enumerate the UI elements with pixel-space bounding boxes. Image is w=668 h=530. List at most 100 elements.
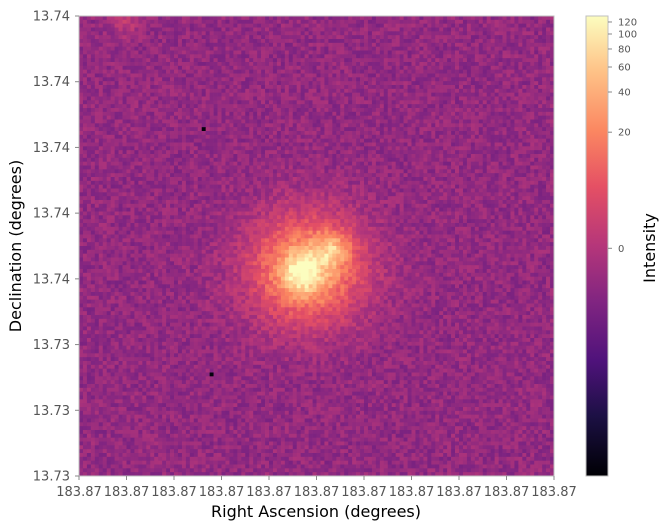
heatmap-cell: [229, 58, 234, 63]
heatmap-cell: [288, 119, 294, 124]
heatmap-cell: [395, 96, 400, 101]
heatmap-cell: [213, 123, 218, 128]
heatmap-cell: [209, 142, 214, 147]
heatmap-cell: [360, 150, 365, 155]
heatmap-cell: [474, 27, 480, 32]
heatmap-cell: [134, 19, 139, 25]
heatmap-cell: [292, 115, 298, 120]
heatmap-cell: [391, 31, 397, 36]
heatmap-cell: [482, 69, 488, 74]
heatmap-cell: [470, 131, 476, 136]
heatmap-cell: [447, 81, 452, 86]
heatmap-cell: [300, 92, 305, 97]
heatmap-cell: [265, 165, 270, 170]
heatmap-cell: [490, 131, 495, 136]
heatmap-cell: [470, 39, 476, 44]
heatmap-cell: [364, 119, 369, 124]
heatmap-cell: [201, 58, 207, 63]
heatmap-cell: [261, 161, 266, 166]
heatmap-cell: [387, 104, 393, 109]
heatmap-cell: [118, 69, 123, 74]
heatmap-cell: [490, 115, 495, 120]
heatmap-cell: [348, 127, 353, 132]
heatmap-cell: [177, 169, 183, 174]
heatmap-cell: [170, 35, 175, 40]
heatmap-cell: [126, 100, 131, 105]
heatmap-cell: [237, 42, 242, 48]
heatmap-cell: [142, 39, 147, 44]
heatmap-cell: [269, 157, 274, 163]
heatmap-cell: [221, 92, 226, 97]
heatmap-cell: [427, 16, 432, 21]
heatmap-cell: [494, 169, 499, 174]
heatmap-cell: [415, 150, 420, 155]
heatmap-cell: [399, 69, 404, 74]
heatmap-cell: [225, 127, 230, 132]
heatmap-cell: [336, 115, 341, 120]
heatmap-cell: [324, 69, 329, 74]
heatmap-cell: [82, 142, 88, 147]
heatmap-cell: [375, 96, 381, 101]
heatmap-cell: [229, 46, 234, 51]
heatmap-cell: [447, 62, 452, 67]
heatmap-cell: [490, 119, 495, 124]
heatmap-cell: [134, 134, 139, 140]
heatmap-cell: [423, 35, 428, 40]
heatmap-cell: [371, 138, 377, 143]
heatmap-cell: [439, 16, 444, 21]
heatmap-cell: [534, 146, 539, 151]
heatmap-cell: [522, 161, 527, 166]
heatmap-cell: [134, 65, 139, 71]
heatmap-cell: [324, 23, 329, 28]
heatmap-cell: [225, 27, 230, 32]
heatmap-cell: [138, 127, 143, 132]
heatmap-cell: [292, 69, 298, 74]
heatmap-cell: [542, 165, 547, 170]
heatmap-cell: [237, 169, 242, 174]
heatmap-cell: [360, 157, 365, 163]
heatmap-cell: [229, 39, 234, 44]
heatmap-cell: [265, 42, 270, 48]
heatmap-cell: [494, 108, 499, 113]
heatmap-cell: [399, 35, 404, 40]
heatmap-cell: [221, 131, 226, 136]
heatmap-cell: [506, 65, 511, 71]
heatmap-cell: [451, 16, 456, 21]
heatmap-cell: [316, 31, 321, 36]
heatmap-cell: [538, 77, 543, 82]
heatmap-cell: [367, 19, 373, 25]
heatmap-cell: [470, 92, 476, 97]
heatmap-cell: [181, 31, 187, 36]
heatmap-cell: [546, 165, 551, 170]
heatmap-cell: [237, 154, 242, 159]
heatmap-cell: [466, 31, 472, 36]
heatmap-cell: [403, 19, 408, 25]
heatmap-cell: [229, 88, 234, 94]
heatmap-cell: [360, 42, 365, 48]
heatmap-cell: [102, 138, 108, 143]
heatmap-cell: [257, 173, 262, 178]
heatmap-cell: [269, 31, 274, 36]
heatmap-cell: [253, 73, 258, 78]
heatmap-cell: [265, 27, 270, 32]
heatmap-cell: [506, 35, 511, 40]
heatmap-cell: [502, 39, 507, 44]
heatmap-cell: [225, 169, 230, 174]
heatmap-cell: [225, 31, 230, 36]
heatmap-cell: [367, 23, 373, 28]
heatmap-cell: [249, 81, 254, 86]
heatmap-cell: [534, 142, 539, 147]
heatmap-cell: [486, 150, 492, 155]
heatmap-cell: [478, 127, 484, 132]
heatmap-cell: [146, 173, 151, 178]
heatmap-cell: [233, 19, 238, 25]
heatmap-cell: [538, 39, 543, 44]
heatmap-cell: [288, 77, 294, 82]
heatmap-cell: [142, 23, 147, 28]
heatmap-cell: [308, 23, 313, 28]
heatmap-cell: [470, 96, 476, 101]
heatmap-cell: [459, 85, 464, 90]
heatmap-cell: [249, 85, 254, 90]
heatmap-cell: [546, 142, 551, 147]
heatmap-cell: [166, 157, 171, 163]
